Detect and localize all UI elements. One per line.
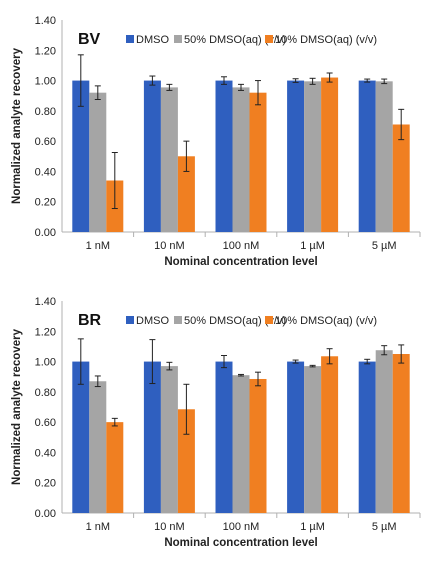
bar-3-series-1: [304, 366, 322, 513]
x-tick-label: 1 µM: [300, 521, 325, 533]
bar-1-series-0: [143, 361, 161, 513]
bar-0-series-0: [72, 80, 90, 232]
x-tick-label: 5 µM: [372, 521, 397, 533]
legend-swatch-1: [174, 316, 182, 324]
y-tick-label: 1.00: [35, 76, 56, 88]
legend-label-0: DMSO: [136, 34, 169, 46]
y-tick-label: 1.20: [35, 45, 56, 57]
y-tick-label: 0.40: [35, 447, 56, 459]
bar-4-series-2: [392, 124, 410, 232]
bar-4-series-1: [375, 81, 393, 232]
legend-label-1: 50% DMSO(aq) (v/v): [184, 34, 286, 46]
bar-0-series-0: [72, 361, 90, 513]
legend-label-1: 50% DMSO(aq) (v/v): [184, 315, 286, 327]
x-tick-label: 100 nM: [223, 240, 260, 252]
y-tick-label: 0.80: [35, 106, 56, 118]
y-axis-title: Normalized analyte recovery: [11, 47, 23, 204]
chart-panel-br: 0.00 0.20 0.40 0.60 0.80 1.00 1.20 1.40 1 nM 10 n…: [0, 281, 432, 562]
bar-chart-br: 0.00 0.20 0.40 0.60 0.80 1.00 1.20 1.40 1 nM 10 n…: [11, 296, 421, 549]
x-tick-label: 10 nM: [154, 240, 185, 252]
bar-2-series-1: [232, 87, 250, 232]
y-tick-label: 1.20: [35, 326, 56, 338]
x-tick-label: 1 nM: [86, 240, 110, 252]
bar-1-series-1: [160, 366, 178, 513]
y-tick-label: 1.40: [35, 15, 56, 27]
bar-4-series-2: [392, 354, 410, 513]
bar-4-series-1: [375, 350, 393, 513]
x-tick-label: 100 nM: [223, 521, 260, 533]
bar-1-series-2: [177, 409, 195, 513]
legend-swatch-1: [174, 35, 182, 43]
y-tick-label: 0.40: [35, 166, 56, 178]
bar-2-series-0: [215, 361, 233, 513]
legend-swatch-2: [265, 35, 273, 43]
panel-label: BV: [78, 31, 101, 48]
chart-panel-bv: 0.00 0.20 0.40 0.60 0.80 1.00 1.20 1.40 1 nM 10 n…: [11, 15, 421, 268]
panel-label: BR: [78, 312, 102, 329]
y-axis-title: Normalized analyte recovery: [11, 328, 23, 485]
x-tick-label: 5 µM: [372, 240, 397, 252]
bar-3-series-2: [321, 77, 339, 233]
legend-swatch-2: [265, 316, 273, 324]
y-tick-label: 0.60: [35, 136, 56, 148]
legend-label-2: 10% DMSO(aq) (v/v): [275, 34, 377, 46]
y-tick-label: 0.20: [35, 478, 56, 490]
bar-0-series-2: [106, 422, 124, 513]
y-tick-label: 1.40: [35, 296, 56, 308]
x-tick-label: 10 nM: [154, 521, 185, 533]
bar-1-series-1: [160, 87, 178, 232]
legend-swatch-0: [126, 316, 134, 324]
y-tick-label: 0.20: [35, 197, 56, 209]
bar-2-series-0: [215, 80, 233, 232]
y-tick-label: 0.00: [35, 227, 56, 239]
bar-3-series-0: [287, 80, 305, 232]
bar-2-series-1: [232, 375, 250, 513]
legend-label-0: DMSO: [136, 315, 169, 327]
y-tick-label: 0.80: [35, 387, 56, 399]
bar-2-series-2: [249, 378, 267, 513]
bar-3-series-1: [304, 81, 322, 232]
bar-3-series-0: [287, 361, 305, 513]
x-tick-label: 1 nM: [86, 521, 110, 533]
y-tick-label: 0.00: [35, 508, 56, 520]
y-tick-label: 1.00: [35, 357, 56, 369]
bar-0-series-1: [89, 92, 107, 232]
bar-0-series-1: [89, 381, 107, 513]
bar-1-series-0: [143, 80, 161, 232]
bar-1-series-2: [177, 156, 195, 232]
y-tick-label: 0.60: [35, 417, 56, 429]
bar-3-series-2: [321, 356, 339, 513]
bar-4-series-0: [358, 80, 376, 232]
legend-swatch-0: [126, 35, 134, 43]
legend-label-2: 10% DMSO(aq) (v/v): [275, 315, 377, 327]
x-axis-title: Nominal concentration level: [164, 537, 317, 549]
x-axis-title: Nominal concentration level: [164, 256, 317, 268]
bar-4-series-0: [358, 361, 376, 513]
bar-2-series-2: [249, 92, 267, 232]
bar-chart-bv: 0.00 0.20 0.40 0.60 0.80 1.00 1.20 1.40 1 nM 10 n…: [11, 15, 421, 268]
x-tick-label: 1 µM: [300, 240, 325, 252]
